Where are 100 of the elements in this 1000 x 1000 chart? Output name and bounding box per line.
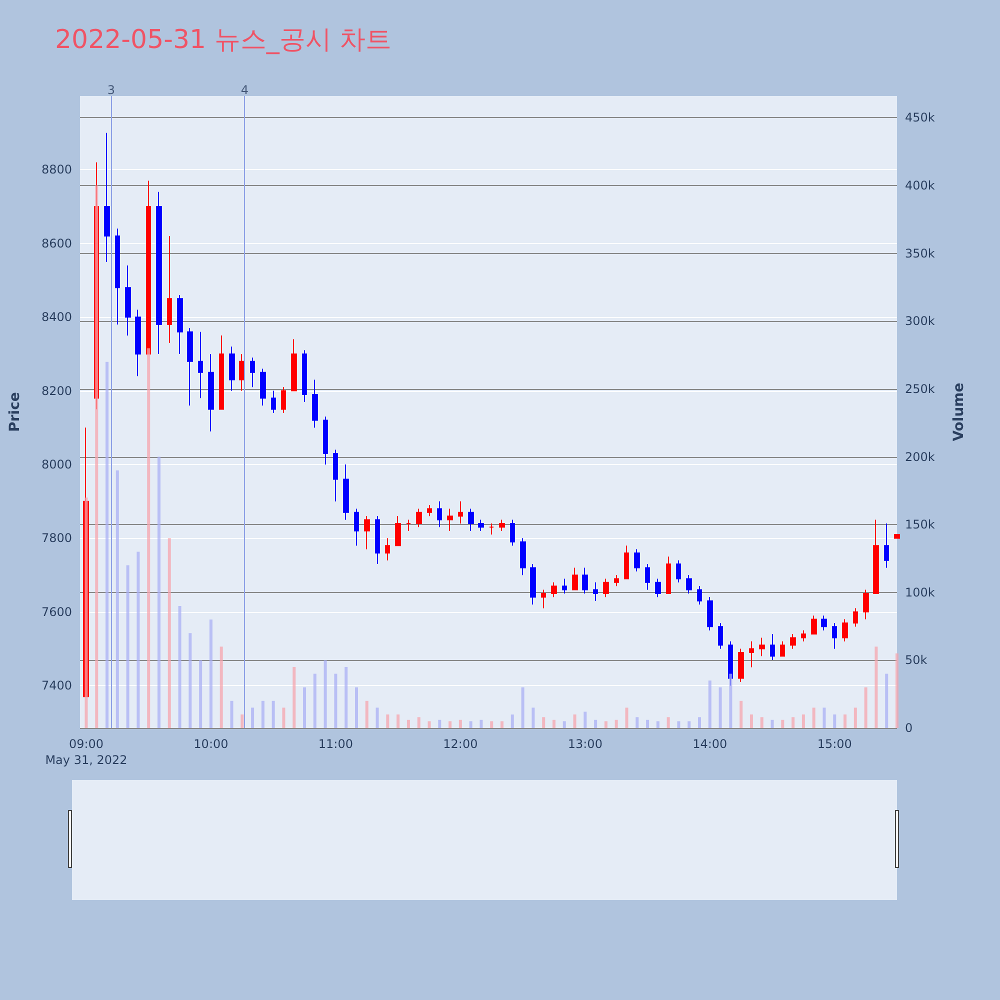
bar bbox=[230, 700, 234, 728]
y-tick-label: 8000 bbox=[41, 458, 72, 472]
bar bbox=[854, 708, 857, 728]
candlestick bbox=[333, 449, 338, 502]
bar bbox=[490, 721, 494, 728]
candlestick bbox=[811, 615, 817, 635]
bar bbox=[282, 708, 286, 728]
bar bbox=[822, 708, 826, 728]
x-tick-label: 15:00 bbox=[817, 737, 852, 751]
bar bbox=[178, 606, 182, 728]
candlestick bbox=[718, 622, 723, 650]
bar bbox=[510, 714, 514, 728]
candlestick bbox=[437, 500, 442, 528]
bar bbox=[116, 470, 119, 728]
y-tick-label: 7800 bbox=[41, 531, 72, 546]
y2-tick-label: 100k bbox=[905, 585, 935, 600]
annotation: 4 bbox=[240, 83, 248, 97]
bar bbox=[261, 700, 264, 728]
candlestick bbox=[395, 516, 401, 546]
bar bbox=[770, 720, 774, 728]
candlestick bbox=[323, 416, 328, 466]
candlestick bbox=[655, 578, 661, 598]
candlestick bbox=[582, 567, 588, 594]
bar bbox=[147, 348, 150, 728]
candlestick bbox=[312, 379, 318, 428]
candlestick bbox=[707, 596, 713, 631]
candlestick bbox=[572, 567, 578, 590]
candlestick bbox=[759, 637, 765, 657]
bar bbox=[106, 362, 109, 728]
candlestick bbox=[406, 519, 411, 532]
bar bbox=[84, 497, 88, 728]
bar bbox=[157, 456, 160, 728]
bar bbox=[666, 717, 670, 728]
candlestick bbox=[187, 328, 193, 406]
candlestick bbox=[458, 500, 463, 524]
y2-tick-label: 400k bbox=[905, 178, 935, 193]
candlestick bbox=[801, 630, 806, 642]
candlestick bbox=[884, 522, 889, 568]
candlestick bbox=[770, 634, 775, 660]
x-tick-label: 09:00 May 31, 2022 bbox=[45, 737, 128, 767]
bar bbox=[573, 714, 576, 728]
candlestick bbox=[520, 538, 526, 576]
bar bbox=[313, 674, 316, 728]
bar bbox=[677, 721, 680, 728]
candlestick bbox=[427, 504, 432, 517]
bar bbox=[864, 687, 868, 728]
candlestick bbox=[291, 338, 297, 392]
bar bbox=[562, 721, 566, 728]
bar bbox=[646, 720, 650, 728]
candlestick bbox=[250, 357, 255, 388]
candlestick bbox=[385, 538, 390, 561]
candlestick bbox=[416, 508, 422, 528]
bar bbox=[126, 565, 130, 728]
y-axis-title: Price bbox=[7, 392, 23, 432]
bar bbox=[209, 620, 212, 728]
y2-tick-label: 200k bbox=[905, 450, 935, 464]
bar bbox=[417, 717, 420, 728]
candlestick bbox=[281, 386, 286, 414]
candlestick bbox=[749, 640, 754, 668]
bar bbox=[833, 714, 836, 728]
bar bbox=[220, 646, 223, 728]
bar bbox=[344, 666, 348, 728]
candlestick bbox=[354, 508, 359, 546]
y-tick-label: 7600 bbox=[41, 604, 72, 619]
candlestick bbox=[821, 615, 827, 631]
candlestick bbox=[177, 294, 183, 354]
bar bbox=[396, 714, 400, 728]
x-tick-label: 14:00 bbox=[692, 737, 728, 751]
bar bbox=[614, 720, 618, 728]
candlestick bbox=[614, 574, 619, 587]
candlestick bbox=[894, 534, 900, 539]
candlestick bbox=[156, 191, 162, 354]
bar bbox=[885, 674, 888, 728]
candlestick bbox=[530, 564, 536, 606]
candlestick bbox=[115, 228, 120, 325]
bar bbox=[448, 721, 452, 728]
y-tick-label: 8200 bbox=[41, 384, 72, 398]
candlestick bbox=[873, 519, 879, 594]
bar bbox=[844, 714, 847, 728]
bar bbox=[636, 717, 639, 728]
bar bbox=[188, 633, 192, 728]
candlestick bbox=[853, 608, 858, 628]
candlestick bbox=[790, 634, 796, 650]
x-tick-label: 12:00 bbox=[443, 737, 478, 751]
x-tick-label: 13:00 bbox=[568, 737, 602, 751]
bar bbox=[480, 720, 483, 728]
bar bbox=[199, 660, 202, 728]
bar bbox=[718, 687, 722, 728]
candlestick bbox=[603, 578, 609, 598]
chart-title: 2022-05-31 뉴스_공시 차트 bbox=[55, 25, 392, 55]
bar bbox=[781, 720, 784, 728]
bar bbox=[792, 717, 795, 728]
candlestick bbox=[780, 640, 785, 657]
candlestick bbox=[499, 519, 505, 532]
bar bbox=[458, 720, 462, 728]
bar bbox=[708, 680, 712, 728]
y-tick-label: 8800 bbox=[41, 162, 72, 177]
candlestick bbox=[478, 519, 484, 532]
bar bbox=[760, 717, 764, 728]
y-tick-label: 8400 bbox=[41, 310, 72, 324]
